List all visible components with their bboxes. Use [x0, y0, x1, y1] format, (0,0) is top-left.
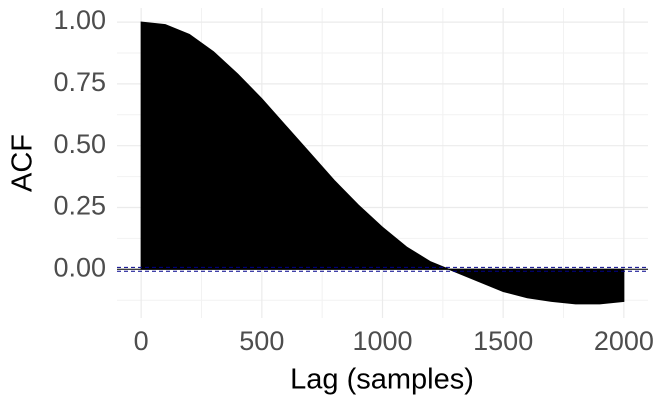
x-tick-label: 2000 [594, 326, 654, 356]
y-tick-label: 0.25 [53, 191, 106, 221]
x-tick-label: 1500 [473, 326, 533, 356]
x-tick-label: 1000 [352, 326, 412, 356]
y-tick-label: 0.00 [53, 252, 106, 282]
x-tick-label: 500 [239, 326, 284, 356]
x-axis-title: Lag (samples) [290, 364, 474, 396]
y-axis-title: ACF [7, 134, 39, 192]
y-tick-label: 0.50 [53, 129, 106, 159]
y-tick-label: 0.75 [53, 67, 106, 97]
acf-area [140, 21, 625, 305]
x-tick-label: 0 [134, 326, 149, 356]
y-tick-label: 1.00 [53, 5, 106, 35]
